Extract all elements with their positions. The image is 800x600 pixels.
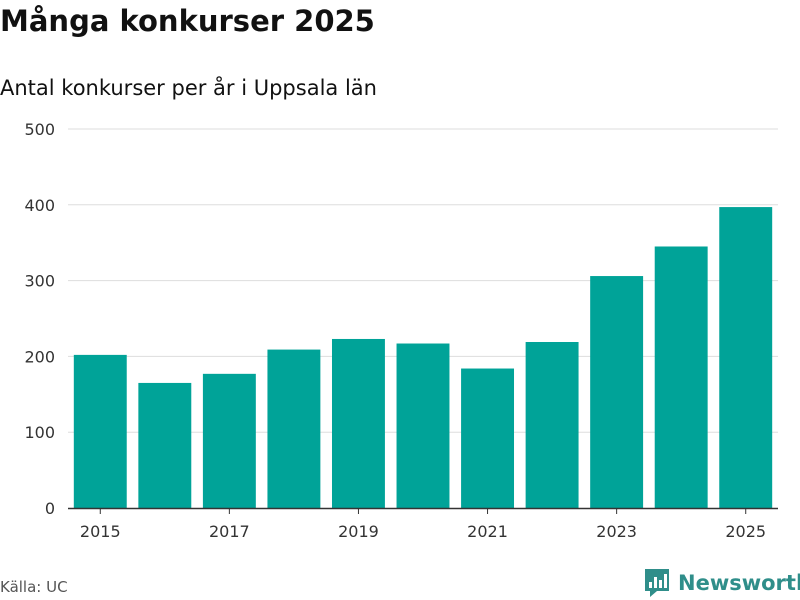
bar [525, 341, 579, 508]
brand-name: Newsworthy [678, 571, 800, 595]
bar-chart-speech-bubble-icon [645, 569, 669, 597]
bar [654, 246, 708, 509]
y-tick-label: 400 [24, 196, 55, 215]
bar-chart: 0 100 200 300 400 500 2015 2017 2019 2021 2023 2025 [24, 120, 778, 541]
bar [138, 382, 192, 508]
source-note: Källa: UC [0, 578, 68, 596]
bar [719, 207, 773, 508]
x-tick-label: 2021 [467, 522, 508, 541]
x-tick-label: 2015 [80, 522, 121, 541]
y-tick-label: 500 [24, 120, 55, 139]
y-tick-label: 100 [24, 423, 55, 442]
bar [461, 368, 515, 508]
bar [267, 349, 321, 508]
y-tick-label: 200 [24, 347, 55, 366]
x-tick-label: 2023 [596, 522, 637, 541]
x-tick-label: 2019 [338, 522, 379, 541]
x-tick-label: 2017 [209, 522, 250, 541]
bar [202, 373, 256, 508]
bar [590, 276, 644, 508]
bar [331, 338, 385, 508]
x-tick-label: 2025 [725, 522, 766, 541]
brand-logo: Newsworthy [644, 568, 800, 598]
y-tick-label: 300 [24, 272, 55, 291]
y-tick-label: 0 [45, 499, 55, 518]
chart-subtitle: Antal konkurser per år i Uppsala län [0, 76, 377, 100]
bar [73, 354, 127, 508]
bar [396, 343, 450, 508]
chart-title: Många konkurser 2025 [0, 4, 375, 38]
